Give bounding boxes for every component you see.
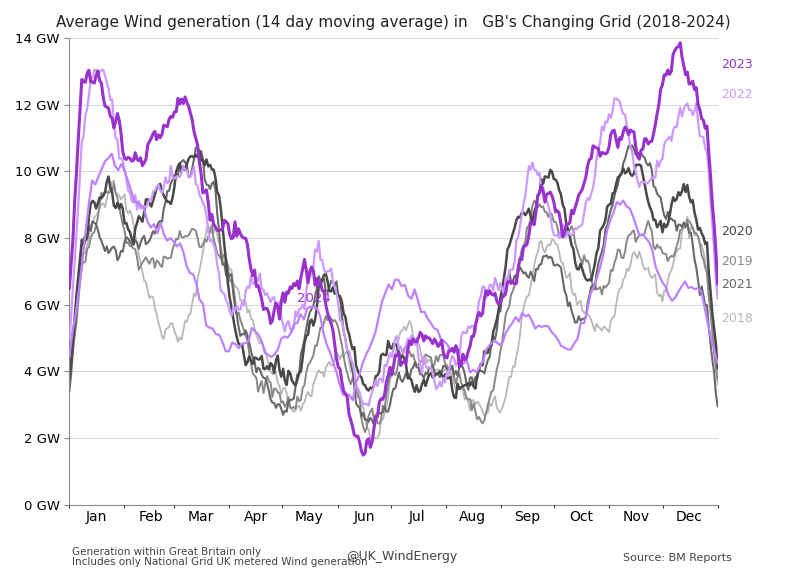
Text: 2024: 2024 <box>296 292 330 304</box>
Title: Average Wind generation (14 day moving average) in   GB's Changing Grid (2018-20: Average Wind generation (14 day moving a… <box>56 15 730 30</box>
Text: @UK_WindEnergy: @UK_WindEnergy <box>346 549 457 563</box>
Text: 2020: 2020 <box>720 225 752 238</box>
Text: Source: BM Reports: Source: BM Reports <box>622 552 731 563</box>
Text: 2019: 2019 <box>720 255 752 268</box>
Text: Includes only National Grid UK metered Wind generation: Includes only National Grid UK metered W… <box>72 557 368 567</box>
Text: Generation within Great Britain only: Generation within Great Britain only <box>72 547 261 557</box>
Text: 2021: 2021 <box>720 278 752 291</box>
Text: 2022: 2022 <box>720 88 752 101</box>
Text: 2023: 2023 <box>720 58 752 71</box>
Text: 2018: 2018 <box>720 312 752 325</box>
